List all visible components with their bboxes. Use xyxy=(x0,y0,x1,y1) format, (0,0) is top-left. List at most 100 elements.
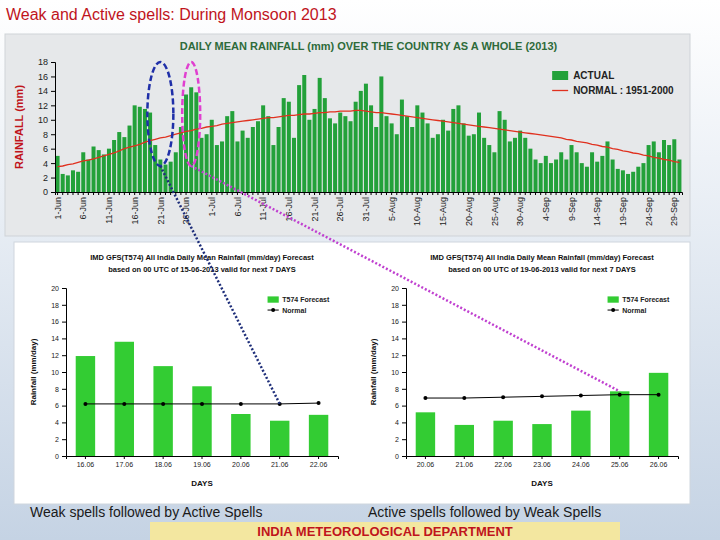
x-tick xyxy=(448,192,449,195)
bar xyxy=(595,162,599,192)
x-tick-mark xyxy=(318,456,319,459)
x-tick-label: 17.06 xyxy=(116,461,134,468)
legend-item: ACTUAL xyxy=(552,70,614,81)
bar xyxy=(564,160,568,193)
slide: Weak and Active spells: During Monsoon 2… xyxy=(0,0,720,540)
y-tick: 8 xyxy=(395,386,406,393)
legend-marker xyxy=(611,308,615,312)
x-tick-label: 9-Sep xyxy=(567,197,577,221)
x-tick-mark xyxy=(581,192,582,195)
slide-title: Weak and Active spells: During Monsoon 2… xyxy=(6,6,337,23)
y-axis-title: Rainfall (mm/day) xyxy=(29,338,38,405)
x-tick-mark xyxy=(525,192,526,195)
x-tick-mark xyxy=(329,192,330,195)
bar xyxy=(549,163,553,192)
x-tick xyxy=(319,192,320,195)
x-tick: 21.06 xyxy=(456,456,474,468)
x-tick xyxy=(144,192,145,195)
bar xyxy=(534,160,538,193)
x-tick: 15-Aug xyxy=(438,192,448,226)
bar xyxy=(539,163,543,192)
x-tick-mark xyxy=(422,192,423,195)
x-tick-mark xyxy=(628,192,629,195)
x-tick xyxy=(489,192,490,195)
x-tick-label: 19-Sep xyxy=(618,197,628,226)
bar xyxy=(115,342,134,456)
x-tick-mark xyxy=(268,192,269,195)
bar xyxy=(528,149,532,192)
x-tick-mark xyxy=(114,192,115,195)
y-tick-mark xyxy=(402,322,406,323)
x-tick-mark xyxy=(653,192,654,195)
x-tick-mark xyxy=(602,192,603,195)
x-tick xyxy=(206,192,207,195)
y-tick: 4 xyxy=(43,158,55,168)
footer-text: INDIA METEOROLOGICAL DEPARTMENT xyxy=(257,524,512,539)
bar xyxy=(349,121,353,192)
x-tick-mark xyxy=(658,456,659,459)
bar xyxy=(467,136,471,192)
x-tick-mark xyxy=(85,456,86,459)
x-tick xyxy=(463,192,464,195)
marker xyxy=(579,394,583,398)
y-tick: 8 xyxy=(55,386,66,393)
x-tick xyxy=(376,192,377,195)
y-tick: 8 xyxy=(43,130,55,140)
x-tick xyxy=(484,192,485,195)
legend-item: T574 Forecast xyxy=(608,296,670,303)
x-axis: 16.0617.0618.0619.0620.0621.0622.06 xyxy=(67,456,339,468)
x-tick xyxy=(412,192,413,195)
x-tick-mark xyxy=(222,192,223,195)
x-tick-mark xyxy=(355,192,356,195)
plot-area: 0246810121416182016.0617.0618.0619.0620.… xyxy=(29,253,339,488)
x-tick-mark xyxy=(324,192,325,195)
caption: Weak spells followed by Active Spells xyxy=(30,504,262,520)
x-tick xyxy=(129,192,130,195)
x-tick xyxy=(664,192,665,195)
y-tick-label: 18 xyxy=(38,57,48,67)
x-tick-mark xyxy=(263,192,264,195)
y-tick-mark xyxy=(51,134,55,135)
x-axis-title: DAYS xyxy=(531,479,553,488)
x-tick-mark xyxy=(150,192,151,195)
bar xyxy=(86,160,90,193)
x-tick-mark xyxy=(299,192,300,195)
bar xyxy=(184,95,188,193)
bar xyxy=(384,116,388,192)
x-tick: 5-Aug xyxy=(387,192,397,221)
x-tick xyxy=(304,192,305,195)
x-tick-label: 10-Aug xyxy=(412,197,422,226)
x-tick xyxy=(669,192,670,195)
x-tick-mark xyxy=(540,192,541,195)
y-tick-mark xyxy=(62,372,66,373)
y-tick-mark xyxy=(51,76,55,77)
x-tick-mark xyxy=(386,192,387,195)
x-tick xyxy=(602,192,603,195)
y-tick-mark xyxy=(402,406,406,407)
marker xyxy=(462,396,466,400)
bar xyxy=(416,412,435,456)
x-tick-mark xyxy=(304,192,305,195)
x-tick xyxy=(155,192,156,195)
bar xyxy=(677,160,681,193)
y-tick-mark xyxy=(402,422,406,423)
x-tick-mark xyxy=(556,192,557,195)
y-tick-label: 14 xyxy=(391,335,399,342)
x-tick-mark xyxy=(283,192,284,195)
bar xyxy=(292,138,296,192)
y-tick: 2 xyxy=(55,436,66,443)
x-tick-mark xyxy=(473,192,474,195)
marker xyxy=(239,402,243,406)
bar xyxy=(554,160,558,193)
x-tick-label: 25-Aug xyxy=(490,197,500,226)
bar xyxy=(192,386,211,456)
y-tick-label: 2 xyxy=(55,436,59,443)
chart: 0246810121416182016.0617.0618.0619.0620.… xyxy=(29,253,339,488)
x-tick: 26.06 xyxy=(650,456,668,468)
x-tick-mark xyxy=(365,192,366,195)
y-tick-label: 10 xyxy=(38,115,48,125)
bar xyxy=(61,174,65,192)
legend-swatch xyxy=(552,71,568,80)
bar xyxy=(575,152,579,192)
x-tick: 23.06 xyxy=(533,456,551,468)
